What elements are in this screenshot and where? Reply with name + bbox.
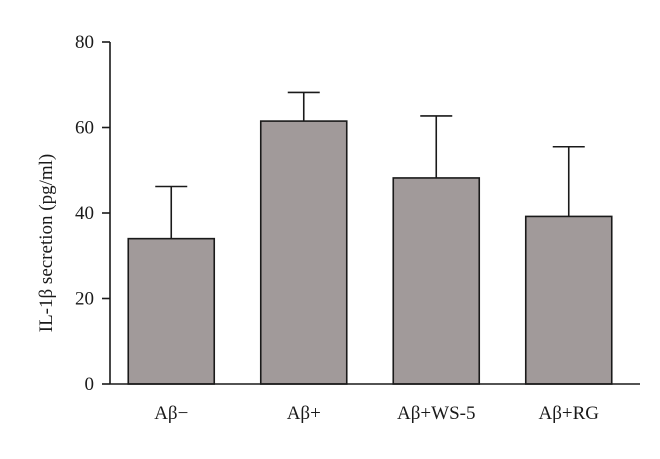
x-category-label: Aβ+RG bbox=[539, 403, 600, 424]
y-tick-label: 0 bbox=[85, 374, 95, 395]
bars bbox=[127, 120, 613, 385]
bar bbox=[524, 215, 613, 385]
bar bbox=[392, 177, 481, 385]
y-tick-label: 20 bbox=[75, 289, 94, 310]
x-category-label: Aβ− bbox=[154, 403, 188, 424]
x-category-label: Aβ+WS-5 bbox=[397, 403, 475, 424]
x-category-label: Aβ+ bbox=[287, 403, 321, 424]
y-tick-label: 60 bbox=[75, 118, 94, 139]
bar bbox=[127, 237, 216, 385]
x-axis-labels: Aβ− Aβ+ Aβ+WS-5 Aβ+RG bbox=[154, 403, 599, 424]
y-tick-label: 40 bbox=[75, 203, 94, 224]
y-axis-ticks: 0 20 40 60 80 bbox=[75, 32, 110, 395]
y-axis-title-text: IL-1β secretion (pg/ml) bbox=[36, 154, 57, 333]
error-bars bbox=[155, 91, 585, 239]
bar bbox=[259, 120, 348, 385]
y-tick-label: 80 bbox=[75, 32, 94, 53]
y-axis-title: IL-1β secretion (pg/ml) bbox=[36, 154, 57, 333]
